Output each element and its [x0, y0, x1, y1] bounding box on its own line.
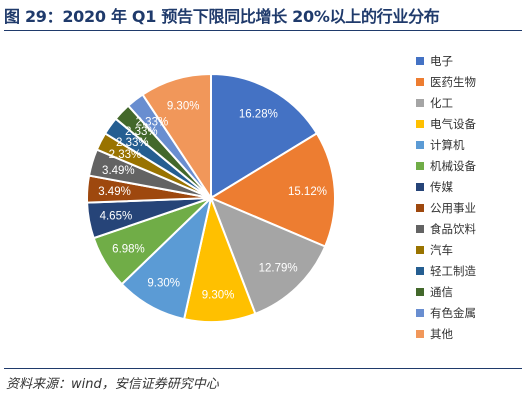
data-label-6: 6.98% [112, 243, 145, 255]
data-label-2: 15.12% [288, 186, 327, 198]
chart-title: 图 29：2020 年 Q1 预告下限同比增长 20%以上的行业分布 [4, 7, 440, 26]
data-labels: 16.28% 15.12% 12.79% 9.30% 9.30% 6.98% 4.65% 3.… [98, 100, 327, 301]
legend-label-3: 化工 [430, 96, 453, 110]
pie-slice-14 [141, 72, 212, 202]
pie-slice-1 [210, 72, 319, 200]
legend-label-7: 传媒 [430, 180, 453, 194]
legend-swatch-1 [416, 57, 424, 65]
legend-swatch-6 [416, 162, 424, 170]
pie-slice-3 [209, 196, 327, 316]
legend-label-11: 轻工制造 [430, 264, 476, 278]
title-divider [4, 30, 522, 31]
legend-label-8: 公用事业 [430, 201, 476, 215]
legend-label-14: 其他 [430, 327, 453, 341]
data-label-11: 2.33% [116, 137, 149, 149]
chart-legend: 电子医药生物化工电气设备计算机机械设备传媒公用事业食品饮料汽车轻工制造通信有色金… [416, 54, 476, 341]
legend-swatch-14 [416, 330, 424, 338]
legend-swatch-9 [416, 225, 424, 233]
pie-slices [86, 72, 336, 323]
legend-swatch-11 [416, 267, 424, 275]
legend-swatch-10 [416, 246, 424, 254]
legend-label-5: 计算机 [430, 138, 465, 152]
legend-label-4: 电气设备 [430, 117, 476, 131]
legend-label-2: 医药生物 [430, 75, 476, 89]
legend-swatch-3 [416, 99, 424, 107]
pie-slice-2 [208, 132, 336, 248]
legend-swatch-7 [416, 183, 424, 191]
legend-swatch-12 [416, 288, 424, 296]
footer-divider [4, 368, 522, 369]
data-label-9: 3.49% [102, 165, 135, 177]
source-note: 资料来源：wind，安信证券研究中心 [6, 377, 219, 392]
data-label-3: 12.79% [259, 263, 298, 275]
data-label-8: 3.49% [98, 186, 131, 198]
legend-label-12: 通信 [430, 285, 453, 299]
legend-swatch-2 [416, 78, 424, 86]
legend-swatch-4 [416, 120, 424, 128]
data-label-1: 16.28% [239, 109, 278, 121]
legend-label-13: 有色金属 [430, 306, 476, 320]
legend-label-10: 汽车 [430, 243, 453, 257]
legend-label-1: 电子 [430, 54, 453, 68]
data-label-10: 2.33% [109, 149, 142, 161]
legend-label-6: 机械设备 [430, 159, 476, 173]
data-label-14: 9.30% [167, 100, 200, 112]
data-label-4: 9.30% [202, 289, 235, 301]
legend-swatch-8 [416, 204, 424, 212]
legend-label-9: 食品饮料 [430, 222, 476, 236]
legend-swatch-5 [416, 141, 424, 149]
data-label-5: 9.30% [147, 277, 180, 289]
data-label-12: 2.33% [125, 126, 158, 138]
data-label-13: 2.33% [136, 116, 169, 128]
pie-chart: 16.28% 15.12% 12.79% 9.30% 9.30% 6.98% 4.65% 3.… [86, 54, 476, 341]
legend-swatch-13 [416, 309, 424, 317]
data-label-7: 4.65% [100, 211, 133, 223]
